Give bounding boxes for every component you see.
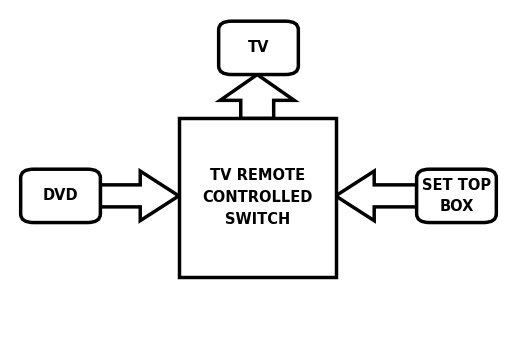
FancyBboxPatch shape [21,169,100,222]
Polygon shape [220,75,294,118]
Text: DVD: DVD [43,188,79,203]
FancyBboxPatch shape [417,169,496,222]
Polygon shape [336,171,417,221]
Polygon shape [100,171,179,221]
Text: TV REMOTE
CONTROLLED
SWITCH: TV REMOTE CONTROLLED SWITCH [202,168,312,227]
Text: SET TOP
BOX: SET TOP BOX [422,178,491,214]
Bar [179,118,336,277]
FancyBboxPatch shape [219,21,298,75]
Text: TV: TV [248,40,269,56]
